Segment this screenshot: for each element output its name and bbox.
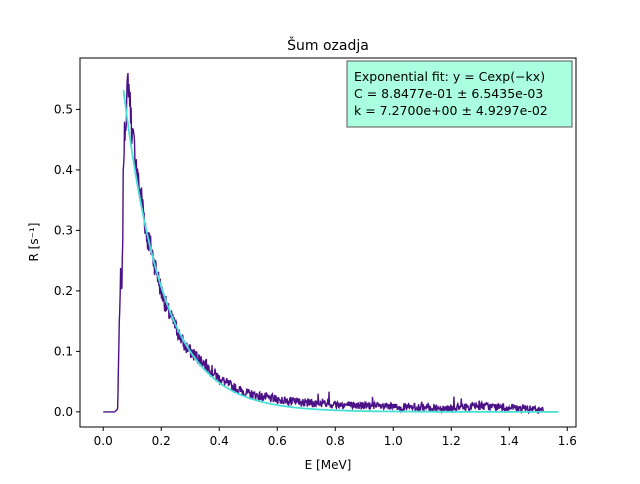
exponential-fit-line (122, 89, 559, 413)
annotation-line-2: C = 8.8477e-01 ± 6.5435e-03 (354, 86, 543, 101)
y-tick-label: 0.1 (54, 344, 73, 358)
y-tick-label: 0.4 (54, 163, 73, 177)
y-tick-label: 0.3 (54, 223, 73, 237)
x-axis-label: E [MeV] (305, 458, 352, 472)
y-tick-label: 0.5 (54, 102, 73, 116)
annotation-line-3: k = 7.2700e+00 ± 4.9297e-02 (354, 103, 548, 118)
plot-area (103, 73, 559, 415)
x-tick-label: 0.4 (210, 434, 229, 448)
x-tick-label: 1.6 (558, 434, 577, 448)
y-tick-label: 0.2 (54, 284, 73, 298)
y-tick-label: 0.0 (54, 405, 73, 419)
x-tick-label: 0.8 (326, 434, 345, 448)
x-tick-label: 1.2 (442, 434, 461, 448)
x-tick-label: 0.6 (268, 434, 287, 448)
measured-spectrum-line (103, 73, 545, 415)
chart-title: Šum ozadja (287, 36, 369, 54)
x-tick-label: 1.0 (384, 434, 403, 448)
axes-frame (79, 57, 577, 428)
annotation-line-1: Exponential fit: y = Cexp(−kx) (354, 69, 545, 84)
x-tick-label: 0.0 (94, 434, 113, 448)
y-axis-label: R [s⁻¹] (27, 223, 41, 262)
axes: 0.0 0.2 0.4 0.6 0.8 1.0 1.2 1.4 1.6 0.0 0.1 0.2 0.3 0… (54, 57, 577, 448)
annotation-background (346, 60, 573, 128)
x-tick-label: 0.2 (152, 434, 171, 448)
fit-annotation-box: Exponential fit: y = Cexp(−kx) C = 8.847… (346, 60, 573, 128)
x-tick-label: 1.4 (500, 434, 519, 448)
